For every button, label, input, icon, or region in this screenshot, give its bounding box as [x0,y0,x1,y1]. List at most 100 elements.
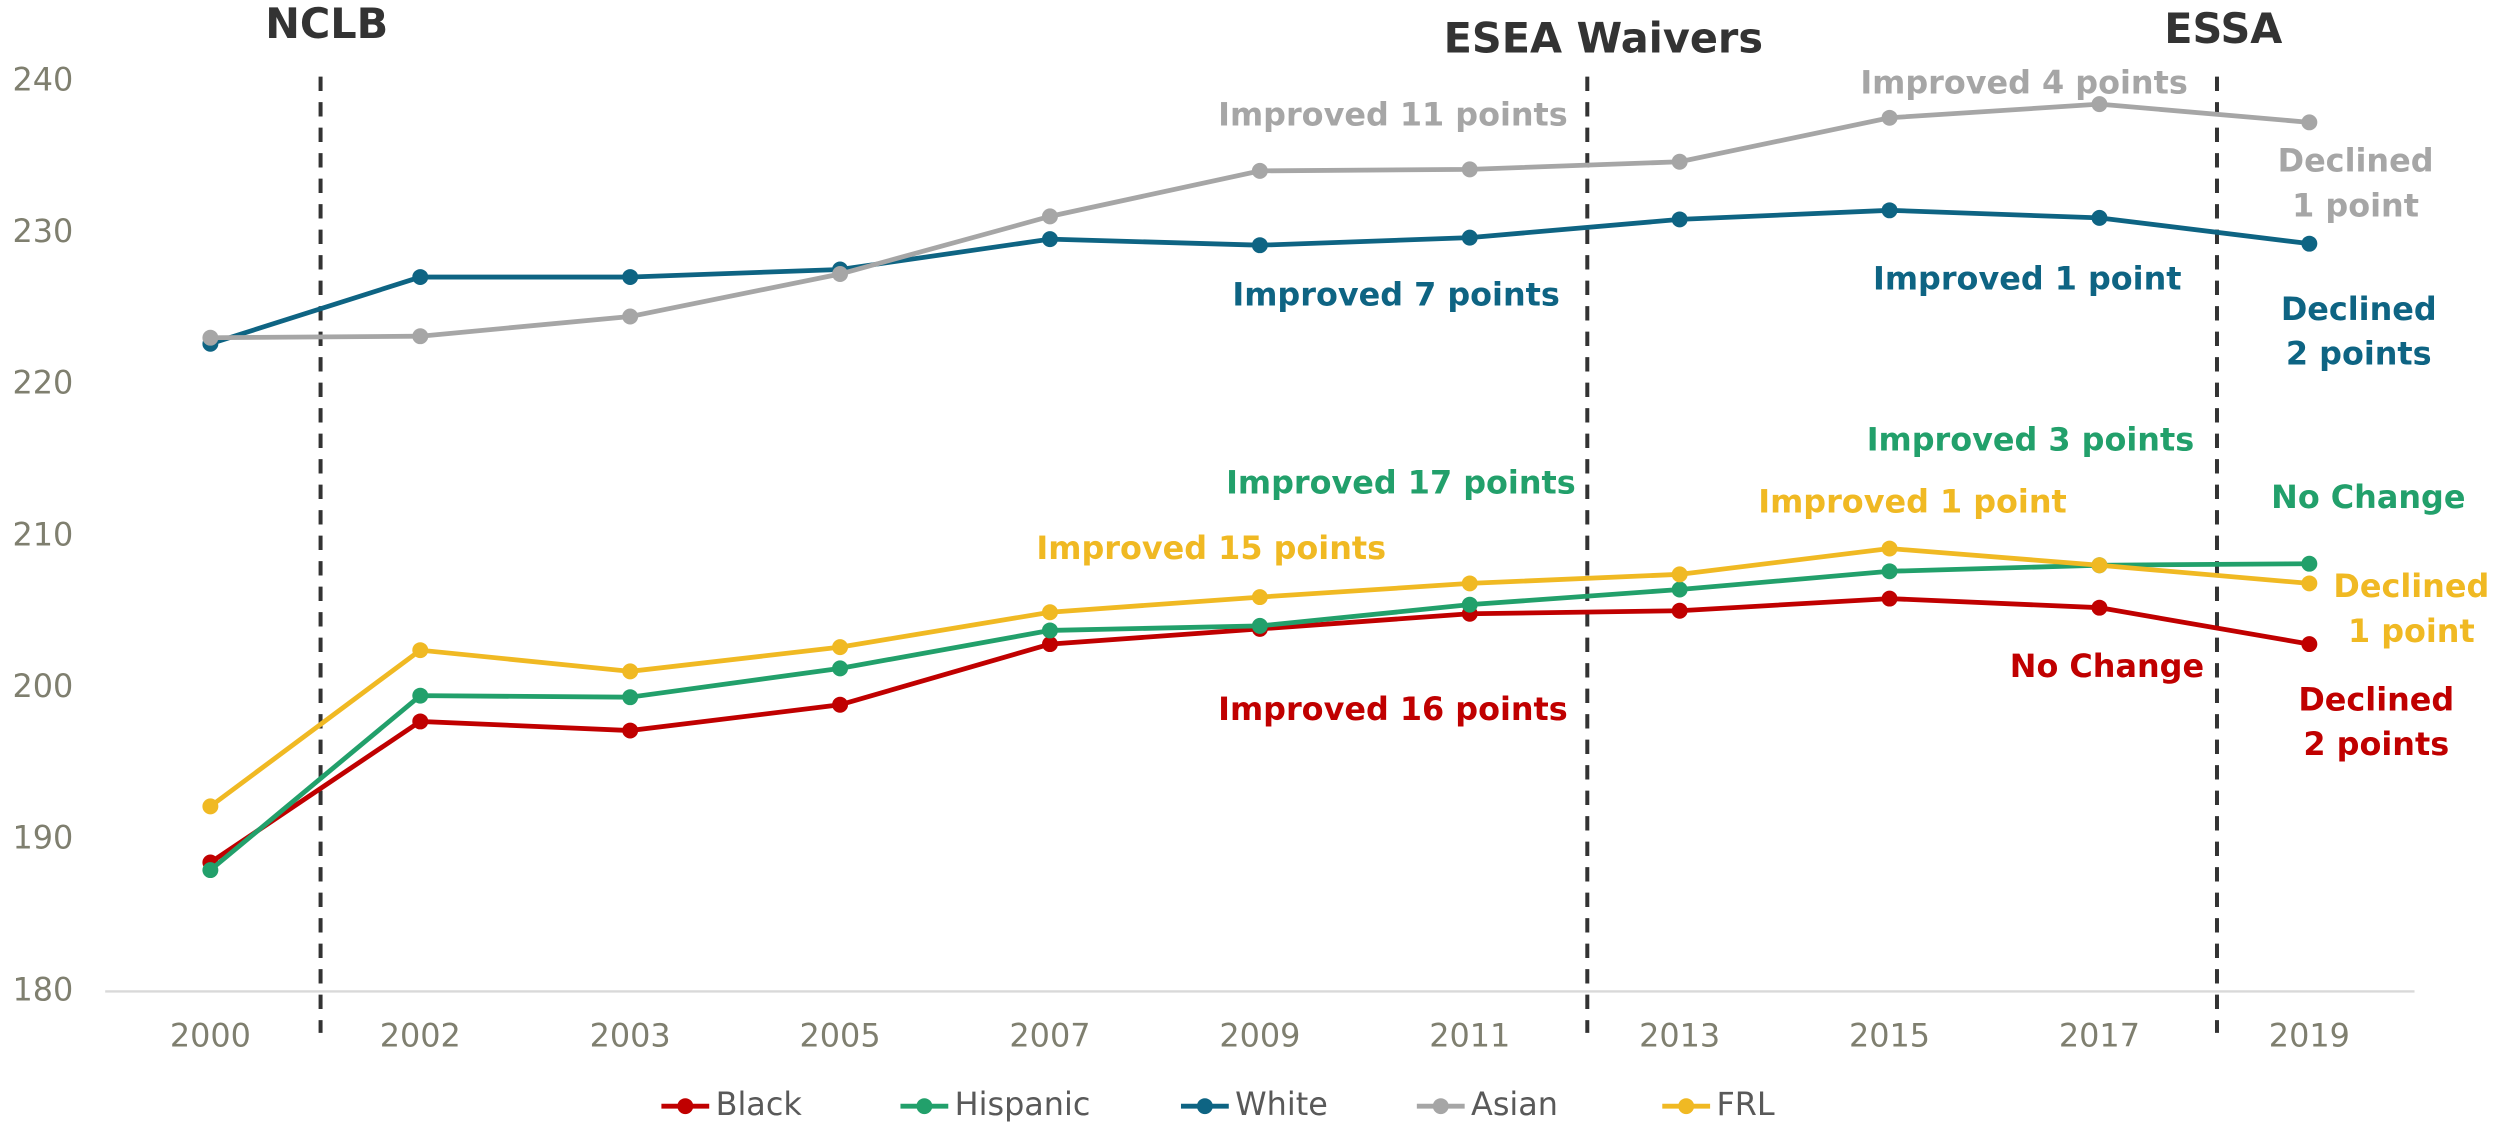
point [412,687,429,704]
y-tick-label: 180 [13,970,74,1008]
point [1251,162,1268,179]
point [1461,596,1478,613]
x-tick-label: 2003 [590,1017,671,1055]
point [412,713,429,730]
point [622,722,639,739]
point [1881,109,1898,126]
point [1251,589,1268,606]
legend-swatch [677,1098,694,1115]
event-label: NCLB [265,0,388,48]
point [2091,209,2108,226]
annotation: Improved 16 points [1218,690,1568,728]
annotation: 2 points [2303,725,2449,763]
legend-label: FRL [1716,1085,1774,1123]
point [1671,153,1688,170]
point [2301,114,2318,131]
y-tick-label: 230 [13,212,74,250]
x-tick-label: 2015 [1849,1017,1930,1055]
y-tick-label: 210 [13,515,74,553]
annotation: Improved 15 points [1036,529,1386,567]
point [1881,540,1898,557]
annotation: Improved 4 points [1860,64,2187,102]
annotation: 2 points [2286,335,2432,373]
point [412,328,429,345]
point [1041,604,1058,621]
x-tick-label: 2005 [800,1017,881,1055]
annotation: Improved 17 points [1226,464,1576,502]
annotation: Declined [2278,142,2434,180]
legend-label: Hispanic [955,1085,1091,1123]
x-tick-label: 2000 [170,1017,251,1055]
point [1461,161,1478,178]
annotation: No Change [2271,478,2465,516]
point [1881,563,1898,580]
y-tick-label: 190 [13,819,74,857]
point [2301,555,2318,572]
legend-label: White [1235,1085,1328,1123]
point [2091,599,2108,616]
annotation: Improved 3 points [1867,421,2194,459]
point [1671,566,1688,583]
legend-swatch [1678,1098,1695,1115]
annotation: No Change [2010,647,2204,685]
x-tick-label: 2011 [1429,1017,1510,1055]
x-tick-label: 2013 [1639,1017,1720,1055]
annotation: Improved 1 point [1758,483,2067,521]
x-tick-label: 2017 [2059,1017,2140,1055]
point [622,689,639,706]
annotation: Improved 1 point [1873,260,2182,298]
point [1881,202,1898,219]
annotation: Improved 11 points [1218,95,1568,133]
point [622,663,639,680]
point [1041,636,1058,653]
series-line [208,546,2310,809]
legend-swatch [1196,1098,1213,1115]
annotation: 1 point [2348,612,2475,650]
legend-swatch [916,1098,933,1115]
legend-label: Asian [1471,1085,1558,1123]
point [832,266,849,282]
point [2091,96,2108,113]
point [202,329,219,346]
point [832,639,849,656]
point [202,862,219,879]
point [1671,602,1688,619]
point [2091,557,2108,574]
point [1461,575,1478,592]
point [412,269,429,286]
event-label: ESSA [2164,5,2282,53]
x-tick-label: 2019 [2269,1017,2350,1055]
series-line [209,596,2310,865]
annotation: Declined [2333,567,2489,605]
point [622,308,639,325]
point [832,696,849,713]
legend-label: Black [716,1085,803,1123]
point [1251,617,1268,634]
x-tick-label: 2002 [380,1017,461,1055]
x-tick-label: 2007 [1009,1017,1090,1055]
point [1671,581,1688,598]
x-tick-label: 2009 [1219,1017,1300,1055]
point [1881,590,1898,607]
event-label: ESEA Waivers [1444,15,1763,63]
annotation: Declined [2281,290,2437,328]
y-tick-label: 240 [13,60,74,98]
annotation: Improved 7 points [1232,276,1559,314]
point [622,269,639,286]
point [1041,622,1058,639]
point [1041,231,1058,248]
point [2301,636,2318,653]
y-tick-label: 220 [13,364,74,402]
legend-swatch [1432,1098,1449,1115]
point [1461,229,1478,246]
point [1251,237,1268,254]
point [2301,575,2318,592]
point [1041,208,1058,225]
point [832,660,849,677]
y-tick-label: 200 [13,667,74,705]
annotation: 1 point [2292,186,2419,224]
point [1671,211,1688,228]
annotation: Declined [2298,680,2454,718]
point [412,642,429,659]
